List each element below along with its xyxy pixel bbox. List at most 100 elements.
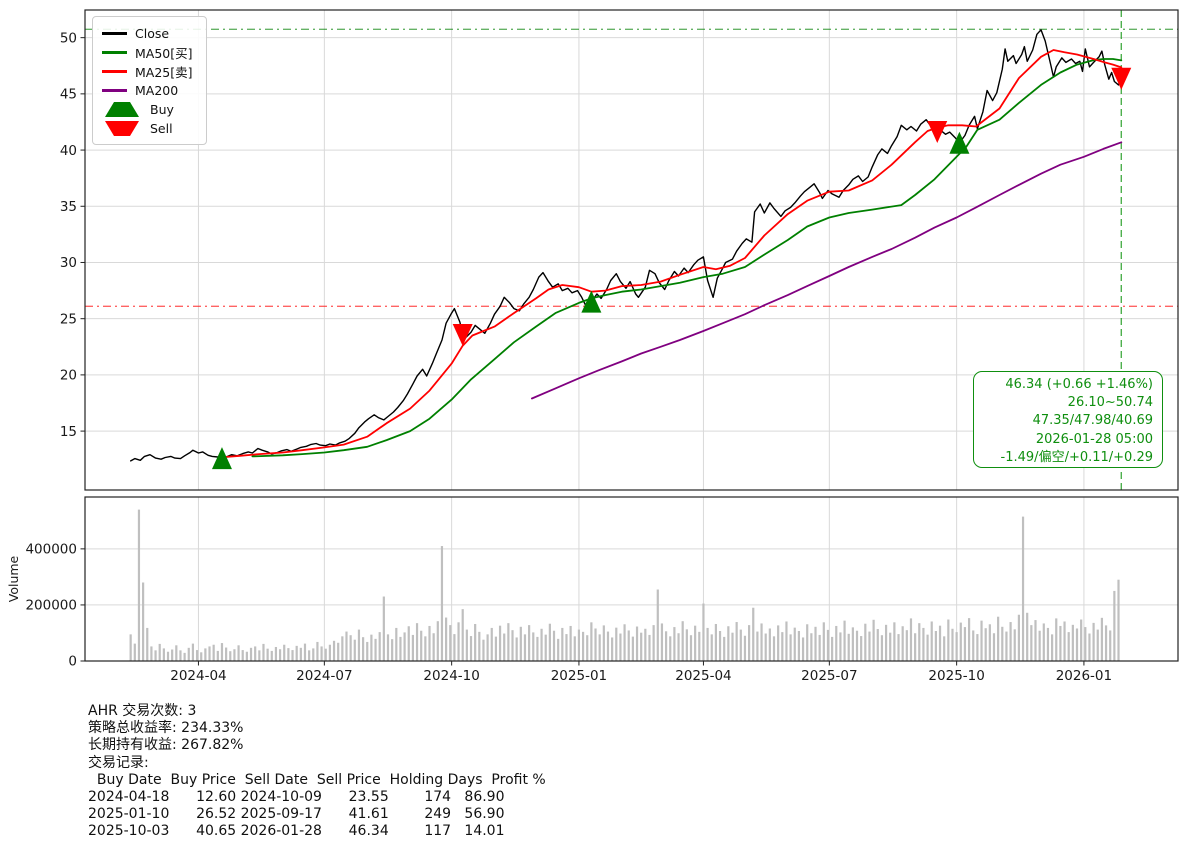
- y-tick-label: 40: [60, 143, 77, 159]
- volume-bar: [988, 624, 991, 661]
- volume-bar: [220, 643, 224, 661]
- volume-bar: [735, 622, 738, 661]
- volume-bar: [806, 624, 809, 661]
- volume-bar: [179, 650, 182, 661]
- volume-bar: [934, 631, 937, 661]
- volume-bar: [831, 636, 834, 661]
- volume-bar: [552, 630, 556, 661]
- volume-bar: [341, 636, 344, 661]
- volume-bar: [611, 637, 614, 661]
- volume-bar: [1013, 629, 1016, 661]
- volume-bar: [1034, 620, 1037, 661]
- volume-bar: [698, 631, 701, 661]
- ma50-line: [251, 58, 1123, 458]
- volume-bar: [615, 627, 618, 661]
- volume-plot-border: [84, 496, 1179, 662]
- volume-bar: [673, 627, 676, 661]
- trade-record-row: 2025-10-03 40.65 2026-01-28 46.34 117 14…: [88, 823, 505, 840]
- volume-bar: [536, 636, 539, 661]
- legend-label-ma50: MA50[买]: [135, 46, 193, 61]
- volume-bar: [573, 636, 576, 661]
- volume-bar: [486, 634, 489, 661]
- volume-bar: [789, 634, 792, 661]
- annotation-last-price: 46.34 (+0.66 +1.46%): [1005, 377, 1153, 392]
- volume-bar: [689, 635, 693, 661]
- x-tick-label: 2025-01: [551, 668, 607, 684]
- volume-bar: [440, 546, 444, 661]
- volume-bar: [370, 634, 373, 661]
- trade-record-row: 2024-04-18 12.60 2024-10-09 23.55 174 86…: [88, 789, 505, 806]
- volume-bar: [1030, 625, 1033, 661]
- volume-bar: [1113, 590, 1116, 661]
- volume-bar: [328, 644, 331, 661]
- volume-bar: [826, 629, 830, 661]
- volume-bar: [162, 648, 165, 661]
- volume-bar: [785, 621, 788, 661]
- volume-bar: [1063, 621, 1066, 661]
- volume-bar: [752, 607, 755, 661]
- volume-bar: [818, 634, 821, 661]
- x-tick-label: 2024-10: [423, 668, 479, 684]
- volume-bar: [561, 627, 564, 661]
- main-plot-border: [84, 9, 1179, 491]
- volume-bar: [727, 626, 730, 661]
- volume-bar: [349, 635, 352, 661]
- volume-bar: [992, 633, 996, 661]
- y-tick-label: 50: [60, 30, 77, 46]
- close-line-swatch-icon: [102, 32, 127, 35]
- volume-bar: [1117, 579, 1120, 661]
- volume-bar: [635, 626, 639, 661]
- volume-bar: [1096, 629, 1099, 661]
- volume-bar: [420, 630, 423, 661]
- volume-bar: [137, 509, 141, 661]
- legend-label-ma200: MA200: [135, 83, 179, 98]
- volume-bar: [411, 634, 414, 661]
- volume-bar: [781, 632, 784, 661]
- volume-bar: [569, 625, 572, 661]
- volume-bar: [623, 624, 626, 661]
- trade-table-rows: 2024-04-18 12.60 2024-10-09 23.55 174 86…: [88, 789, 546, 841]
- volume-bar: [391, 639, 394, 661]
- sell-triangle-icon: [105, 121, 139, 136]
- volume-bar: [930, 621, 933, 661]
- strategy-stats: AHR 交易次数: 3 策略总收益率: 234.33% 长期持有收益: 267.…: [88, 703, 546, 841]
- y-tick-label: 35: [60, 199, 77, 215]
- volume-bar: [851, 627, 854, 661]
- volume-bar: [619, 633, 622, 661]
- volume-bar: [494, 636, 498, 661]
- volume-bar: [1067, 632, 1070, 661]
- volume-bar: [565, 634, 568, 661]
- volume-bar: [967, 618, 971, 661]
- sell-marker: [452, 323, 473, 346]
- price-annotation-box: 46.34 (+0.66 +1.46%) 26.10~50.74 47.35/4…: [973, 371, 1163, 468]
- close-line: [129, 29, 1123, 462]
- x-tick-label: 2026-01: [1056, 668, 1112, 684]
- y-tick-label: 15: [60, 424, 77, 440]
- volume-bar: [889, 632, 892, 661]
- volume-bar: [739, 629, 742, 661]
- volume-bar: [1005, 631, 1008, 661]
- volume-bar: [395, 627, 398, 661]
- volume-bar: [955, 632, 958, 661]
- volume-bar: [474, 623, 477, 661]
- volume-bar: [660, 623, 664, 661]
- stat-hold-return: 长期持有收益: 267.82%: [88, 737, 244, 754]
- volume-bar: [150, 646, 153, 661]
- annotation-timestamp: 2026-01-28 05:00: [1035, 431, 1153, 447]
- volume-bar: [519, 626, 522, 661]
- legend-label-close: Close: [135, 26, 170, 41]
- volume-bar: [1050, 634, 1054, 661]
- volume-bar: [208, 646, 211, 661]
- volume-bar: [548, 623, 551, 661]
- volume-bar: [976, 634, 979, 661]
- volume-bar: [901, 626, 904, 661]
- volume-bar: [872, 619, 875, 661]
- volume-bar: [478, 631, 481, 661]
- volume-bar: [1021, 516, 1025, 661]
- volume-bar: [1042, 623, 1045, 661]
- volume-bar: [507, 623, 510, 661]
- stat-trade-count: AHR 交易次数: 3: [88, 703, 197, 719]
- volume-bar: [465, 629, 468, 661]
